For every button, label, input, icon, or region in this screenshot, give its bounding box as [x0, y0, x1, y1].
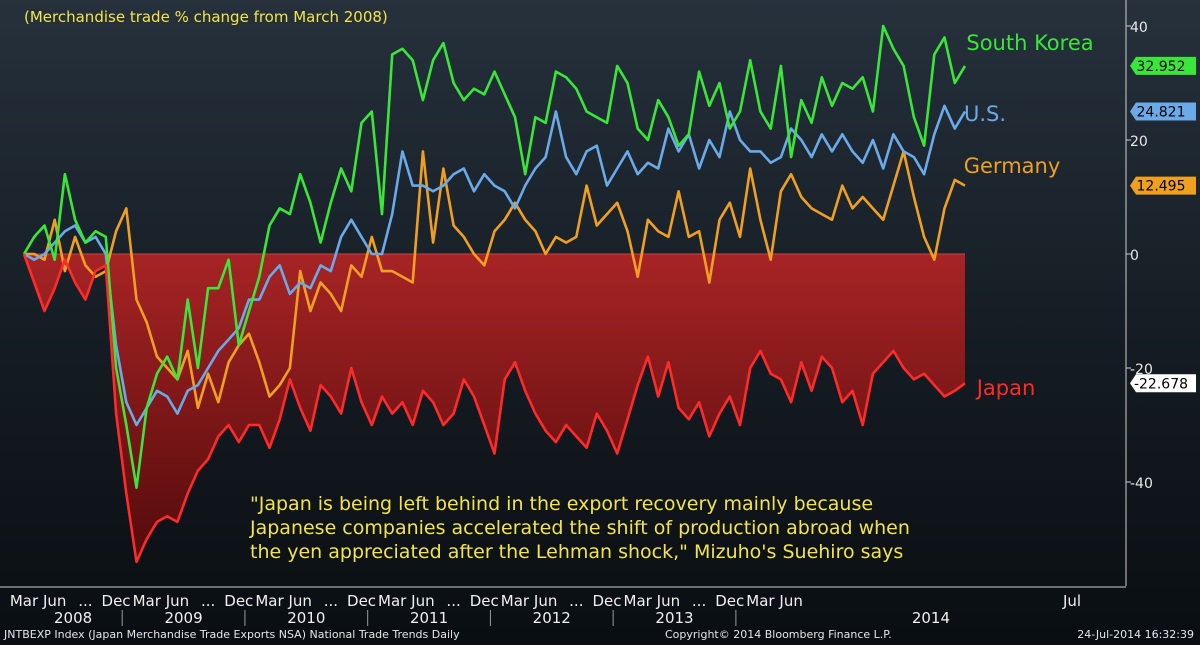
x-tick-label: Dec	[592, 592, 621, 610]
x-tick-label: Mar	[10, 592, 39, 610]
series-label-germany: Germany	[964, 154, 1061, 178]
series-label-south-korea: South Korea	[966, 31, 1093, 55]
x-year-label: 2008	[54, 609, 92, 627]
x-tick-label: ...	[446, 592, 460, 610]
series-line-germany	[24, 150, 966, 410]
x-tick-label: ...	[201, 592, 215, 610]
x-tick-label: Mar	[746, 592, 775, 610]
x-tick-label: Jun	[287, 592, 311, 610]
x-year-label: 2012	[533, 609, 571, 627]
last-value-label: 32.952	[1137, 59, 1186, 75]
y-tick-label: 0	[1130, 248, 1139, 264]
quote-line-1: "Japan is being left behind in the expor…	[250, 493, 874, 515]
last-value-label: 12.495	[1137, 179, 1186, 195]
series-line-south-korea	[22, 24, 967, 490]
x-tick-label: Mar	[378, 592, 407, 610]
x-tick-label: Dec	[470, 592, 499, 610]
x-tick-label: Mar	[624, 592, 653, 610]
x-tick-label: ...	[78, 592, 92, 610]
x-year-label: 2013	[655, 609, 693, 627]
quote-annotation: "Japan is being left behind in the expor…	[250, 492, 970, 564]
quote-line-2: Japanese companies accelerated the shift…	[250, 517, 910, 539]
x-year-label: 2009	[164, 609, 202, 627]
x-tick-label: Jun	[42, 592, 66, 610]
x-tick-label: Dec	[224, 592, 253, 610]
x-tick-label: Dec	[715, 592, 744, 610]
x-tick-label: ...	[569, 592, 583, 610]
last-value-badge	[1130, 102, 1196, 121]
quote-line-3: the yen appreciated after the Lehman sho…	[250, 541, 904, 563]
x-tick-label: Mar	[133, 592, 162, 610]
japan-area	[24, 254, 965, 562]
footer-index-info: JNTBEXP Index (Japan Merchandise Trade E…	[4, 628, 460, 641]
footer-copyright: Copyright© 2014 Bloomberg Finance L.P.	[665, 628, 892, 641]
series-line-japan	[22, 253, 966, 564]
footer-timestamp: 24-Jul-2014 16:32:39	[1077, 628, 1194, 641]
x-tick-label: ...	[324, 592, 338, 610]
y-tick-label: 40	[1130, 20, 1148, 36]
last-value-badge	[1130, 56, 1196, 75]
last-value-badge	[1130, 374, 1196, 393]
x-year-label: 2014	[912, 609, 950, 627]
last-value-badge	[1130, 176, 1196, 195]
y-tick-label: -20	[1130, 362, 1153, 378]
x-tick-label: Jun	[778, 592, 802, 610]
x-year-label: 2011	[410, 609, 448, 627]
series-label-japan: Japan	[975, 376, 1036, 400]
x-tick-label: Dec	[102, 592, 131, 610]
chart-subtitle: (Merchandise trade % change from March 2…	[24, 8, 388, 26]
x-tick-label: Jun	[533, 592, 557, 610]
last-value-label: 24.821	[1137, 105, 1186, 121]
x-tick-label: Jun	[410, 592, 434, 610]
series-label-u-s-: U.S.	[964, 102, 1006, 126]
x-tick-label: Dec	[347, 592, 376, 610]
x-tick-label: Jun	[656, 592, 680, 610]
y-tick-label: 20	[1130, 134, 1148, 150]
x-tick-label: Mar	[501, 592, 530, 610]
series-line-u-s-	[23, 104, 967, 427]
x-tick-label: Mar	[255, 592, 284, 610]
x-year-label: 2010	[287, 609, 325, 627]
x-tick-label: ...	[692, 592, 706, 610]
x-tick-label: Jun	[165, 592, 189, 610]
y-tick-label: -40	[1130, 476, 1153, 492]
x-tick-label: Jul	[1062, 592, 1081, 610]
last-value-label: -22.678	[1134, 376, 1188, 392]
